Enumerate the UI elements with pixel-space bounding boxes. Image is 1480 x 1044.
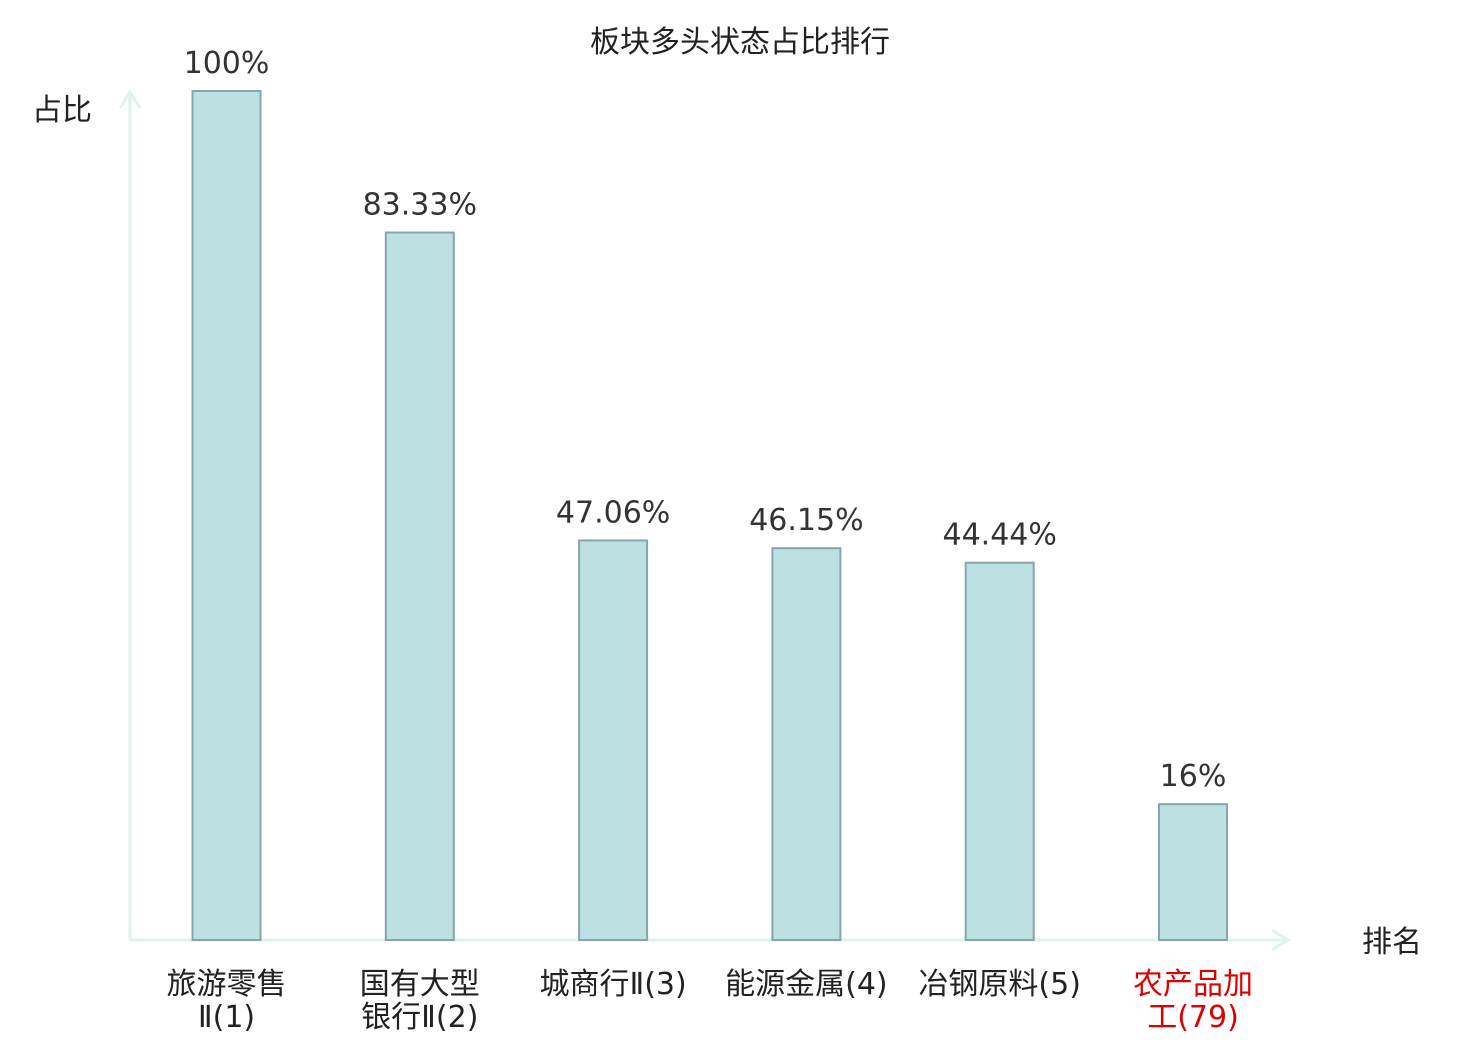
bar-5 xyxy=(964,561,1035,941)
y-axis-arrow xyxy=(118,89,142,109)
category-label-4: 能源金属(4) xyxy=(725,967,888,1002)
bar-4 xyxy=(771,547,842,942)
category-label-3: 城商行Ⅱ(3) xyxy=(539,967,686,1002)
bar-6 xyxy=(1158,803,1228,941)
category-label-2: 国有大型银行Ⅱ(2) xyxy=(360,967,480,1035)
chart-title: 板块多头状态占比排行 xyxy=(590,25,890,60)
axes xyxy=(118,89,1291,952)
category-label-5: 冶钢原料(5) xyxy=(918,967,1081,1002)
category-label-2-line-1: 国有大型 xyxy=(360,967,480,1002)
category-label-1-line-2: Ⅱ(1) xyxy=(198,1000,255,1035)
category-label-2-line-2: 银行Ⅱ(2) xyxy=(361,1000,478,1035)
category-label-6-line-1: 农产品加 xyxy=(1133,967,1253,1002)
category-labels-group: 旅游零售 Ⅱ(1) 国有大型银行Ⅱ(2) 城商行Ⅱ(3) 能源金属(4) 冶钢原料(5) 农… xyxy=(167,967,1254,1035)
value-label-5: 44.44% xyxy=(943,518,1057,553)
x-axis-arrow xyxy=(1271,928,1291,952)
value-label-3: 47.06% xyxy=(556,495,670,530)
bar-3 xyxy=(578,539,649,941)
value-label-4: 46.15% xyxy=(749,503,863,538)
y-axis-label: 占比 xyxy=(32,93,92,128)
bar-1 xyxy=(191,90,262,941)
category-label-6-line-2: 工(79) xyxy=(1147,1000,1239,1035)
bar-2 xyxy=(384,231,455,941)
category-label-1: 旅游零售 Ⅱ(1) xyxy=(167,967,287,1035)
category-label-4-line-1: 能源金属(4) xyxy=(725,967,888,1002)
category-label-3-line-1: 城商行Ⅱ(3) xyxy=(539,967,686,1002)
bars-group xyxy=(191,90,1228,942)
value-labels-group: 100% 83.33% 47.06% 46.15% 44.44% 16% xyxy=(184,46,1227,794)
category-label-6: 农产品加工(79) xyxy=(1133,967,1253,1035)
category-label-1-line-1: 旅游零售 xyxy=(167,967,287,1002)
value-label-1: 100% xyxy=(184,46,270,81)
category-label-5-line-1: 冶钢原料(5) xyxy=(918,967,1081,1002)
x-axis-label: 排名 xyxy=(1362,925,1422,960)
value-label-2: 83.33% xyxy=(363,188,477,223)
value-label-6: 16% xyxy=(1160,759,1227,794)
